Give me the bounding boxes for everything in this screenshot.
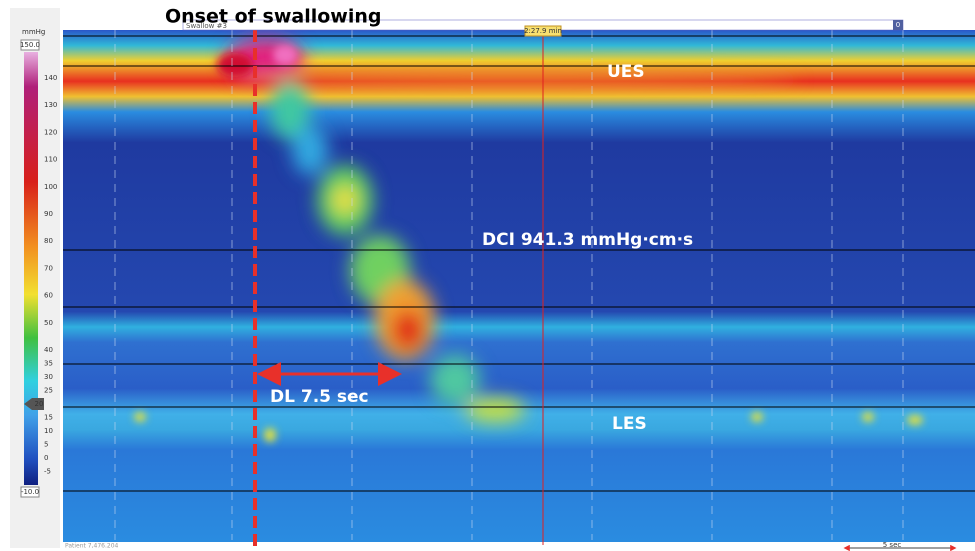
colorbar-tick-label: 70: [44, 264, 53, 272]
toolbar-button-label[interactable]: 0: [896, 21, 900, 29]
colorbar-tick-label: 40: [44, 346, 53, 354]
colorbar: [24, 52, 38, 485]
dl-annotation: DL 7.5 sec: [270, 387, 369, 407]
colorbar-tick-label: 100: [44, 183, 57, 191]
colorbar-tick-label: 130: [44, 101, 57, 109]
colorbar-tick-label: 50: [44, 319, 53, 327]
colorbar-tick-label: 80: [44, 237, 53, 245]
colorbar-tick-label: 30: [44, 373, 53, 381]
colorbar-tick-label: 10: [44, 427, 53, 435]
colorbar-tick-label: 120: [44, 128, 57, 136]
colorbar-tick-label: 0: [44, 454, 48, 462]
colorbar-tick-label: 35: [44, 360, 53, 368]
time-label: 2:27.9 min: [524, 27, 562, 35]
colorbar-tick-label: 110: [44, 156, 57, 164]
colorbar-tick-label: 140: [44, 74, 57, 82]
colorbar-tick-label: 25: [44, 387, 53, 395]
screenshot: Swallow #3 2:27.9 min 0 Onset of swallow…: [0, 0, 975, 551]
heatmap-bg: [63, 30, 975, 542]
colorbar-tick-label: 90: [44, 210, 53, 218]
colorbar-unit: mmHg: [22, 28, 45, 36]
ues-annotation: UES: [607, 62, 645, 82]
colorbar-tick-label: 5: [44, 441, 48, 449]
colorbar-min: -10.0: [21, 488, 39, 496]
colorbar-tick-label: 60: [44, 292, 53, 300]
colorbar-tick-label: -5: [44, 468, 51, 476]
les-annotation: LES: [612, 414, 647, 434]
colorbar-max: 150.0: [20, 41, 40, 49]
dci-annotation: DCI 941.3 mmHg·cm·s: [482, 230, 693, 250]
scale-label: 5 sec: [883, 541, 902, 549]
threshold-label[interactable]: 20: [35, 400, 44, 408]
colorbar-tick-label: 15: [44, 414, 53, 422]
patient-label: Patient 7,476.204: [65, 543, 119, 550]
onset-annotation: Onset of swallowing: [165, 6, 381, 28]
